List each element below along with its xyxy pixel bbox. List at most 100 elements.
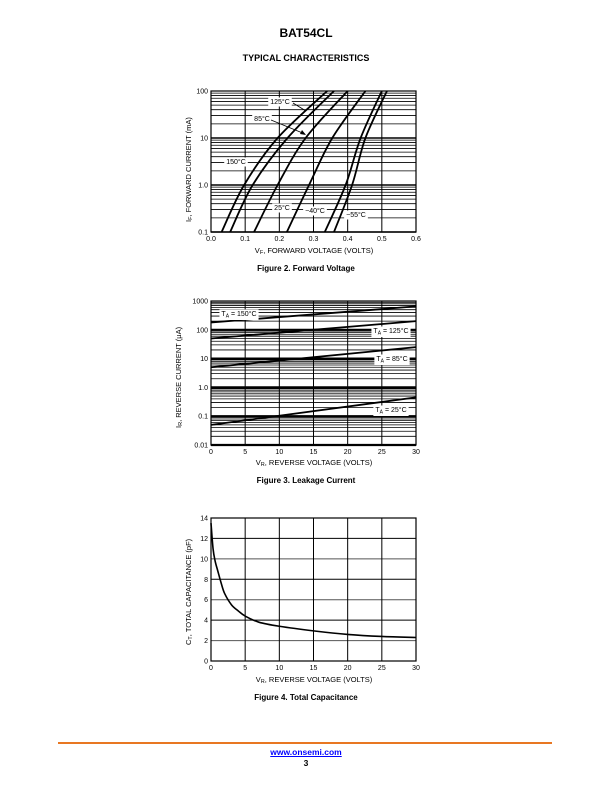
series-curve — [333, 90, 388, 233]
fig2-xlabel-rest: , FORWARD VOLTAGE (VOLTS) — [263, 246, 374, 255]
y-tick-label: 10 — [200, 556, 208, 563]
plot-frame — [210, 300, 417, 446]
x-tick-label: 0.0 — [206, 236, 216, 243]
x-tick-label: 0.1 — [240, 236, 250, 243]
series-label-bg — [272, 203, 292, 213]
y-tick-label: 12 — [200, 536, 208, 543]
y-tick-label: 0.1 — [198, 230, 208, 237]
series-curve — [210, 346, 417, 369]
x-tick-label: 0.5 — [377, 236, 387, 243]
y-tick-label: 100 — [196, 89, 208, 96]
y-tick-label: 2 — [204, 638, 208, 645]
fig3-xlabel-sub: R — [260, 462, 265, 468]
fig2-xlabel-main: V — [254, 246, 260, 255]
y-tick-label: 0.1 — [198, 414, 208, 421]
series-curve — [286, 90, 367, 233]
onsemi-link[interactable]: www.onsemi.com — [270, 747, 342, 757]
fig3-ylabel-sub: R — [178, 421, 184, 426]
series-label-bg — [373, 405, 409, 416]
fig4-caption: Figure 4. Total Capacitance — [254, 693, 358, 702]
series-label-main: T — [375, 407, 380, 414]
fig4-ylabel-sub: T — [188, 636, 194, 640]
fig3-caption: Figure 3. Leakage Current — [256, 476, 356, 485]
series-label-bg — [374, 354, 410, 365]
fig2-ylabel-sub: F — [188, 216, 194, 220]
fig4-xlabel-sub: R — [260, 679, 265, 685]
series-curve — [220, 90, 328, 233]
y-tick-label: 100 — [196, 327, 208, 334]
series-curve — [210, 320, 417, 340]
series-label: 85°C — [254, 115, 270, 123]
footer-rule — [58, 742, 552, 744]
x-tick-label: 0 — [209, 665, 213, 672]
series-label-main: T — [376, 356, 381, 363]
part-number-header: BAT54CL — [279, 26, 333, 40]
y-tick-label: 1.0 — [198, 183, 208, 190]
y-tick-label: 10 — [200, 356, 208, 363]
x-tick-label: 25 — [378, 449, 386, 456]
series-label-sub: A — [380, 410, 384, 416]
series-label: TA = 25°C — [375, 406, 406, 416]
figure-4-plot: 0 5 10 15 20 25 30 0 2 4 6 8 10 12 14 — [200, 516, 420, 673]
fig3-ylabel-rest: , REVERSE CURRENT (μA) — [174, 326, 183, 422]
fig4-ylabel: CT, TOTAL CAPACITANCE (pF) — [184, 539, 194, 645]
figure-2-plot: 0.0 0.1 0.2 0.3 0.4 0.5 0.60.11.010100125°C85°… — [196, 89, 421, 244]
section-title: TYPICAL CHARACTERISTICS — [242, 53, 370, 63]
series-label-bg — [224, 157, 248, 167]
fig2-xlabel-sub: F — [259, 250, 264, 256]
series-label-main: T — [373, 328, 378, 335]
leader-line-125c — [292, 102, 307, 112]
y-tick-label: 0 — [204, 659, 208, 666]
series-curve — [253, 90, 349, 233]
series-label-sub: A — [381, 359, 385, 365]
x-tick-label: 20 — [344, 665, 352, 672]
series-label-bg — [252, 114, 272, 124]
y-tick-label: 14 — [200, 516, 208, 523]
series-label-sub: A — [226, 314, 230, 320]
fig2-xlabel: VF, FORWARD VOLTAGE (VOLTS) — [211, 246, 417, 256]
fig3-ylabel: IR, REVERSE CURRENT (μA) — [174, 327, 184, 428]
x-tick-label: 15 — [310, 665, 318, 672]
x-tick-label: 10 — [275, 665, 283, 672]
series-label: 150°C — [226, 158, 246, 166]
x-tick-label: 15 — [310, 449, 318, 456]
fig4-ylabel-main: C — [184, 639, 193, 645]
x-tick-label: 0.3 — [309, 236, 319, 243]
fig2-ylabel: IF, FORWARD CURRENT (mA) — [184, 117, 194, 222]
x-tick-label: 10 — [275, 449, 283, 456]
series-label: −40°C — [305, 207, 325, 215]
series-label-rest: = 125°C — [381, 327, 409, 335]
x-tick-label: 0.4 — [343, 236, 353, 243]
y-tick-label: 0.01 — [194, 443, 208, 450]
x-tick-label: 25 — [378, 665, 386, 672]
series-label: 125°C — [270, 98, 290, 106]
x-tick-label: 20 — [344, 449, 352, 456]
x-tick-label: 0 — [209, 449, 213, 456]
series-curve — [229, 90, 335, 233]
x-tick-label: 0.2 — [274, 236, 284, 243]
series-curve — [323, 90, 383, 233]
series-label-bg — [219, 309, 259, 320]
fig2-ylabel-rest: , FORWARD CURRENT (mA) — [184, 117, 193, 217]
x-tick-label: 0.6 — [411, 236, 421, 243]
series-label-bg — [371, 326, 411, 337]
series-label-rest: = 25°C — [383, 406, 407, 414]
plot-frame — [210, 517, 417, 662]
fig4-xlabel-rest: , REVERSE VOLTAGE (VOLTS) — [264, 675, 373, 684]
fig2-caption: Figure 2. Forward Voltage — [257, 264, 355, 273]
x-tick-label: 5 — [243, 665, 247, 672]
x-tick-label: 5 — [243, 449, 247, 456]
series-label-main: T — [221, 311, 226, 318]
series-curve — [210, 396, 417, 426]
series-label-rest: = 150°C — [229, 310, 257, 318]
fig4-xlabel: VR, REVERSE VOLTAGE (VOLTS) — [211, 675, 417, 685]
fig4-xlabel-main: V — [255, 675, 261, 684]
plot-frame — [210, 90, 417, 233]
fig3-xlabel: VR, REVERSE VOLTAGE (VOLTS) — [211, 458, 417, 468]
page-number: 3 — [303, 758, 309, 768]
x-tick-label: 30 — [412, 449, 420, 456]
leader-line-85c — [270, 119, 306, 135]
series-label-rest: = 85°C — [384, 355, 408, 363]
